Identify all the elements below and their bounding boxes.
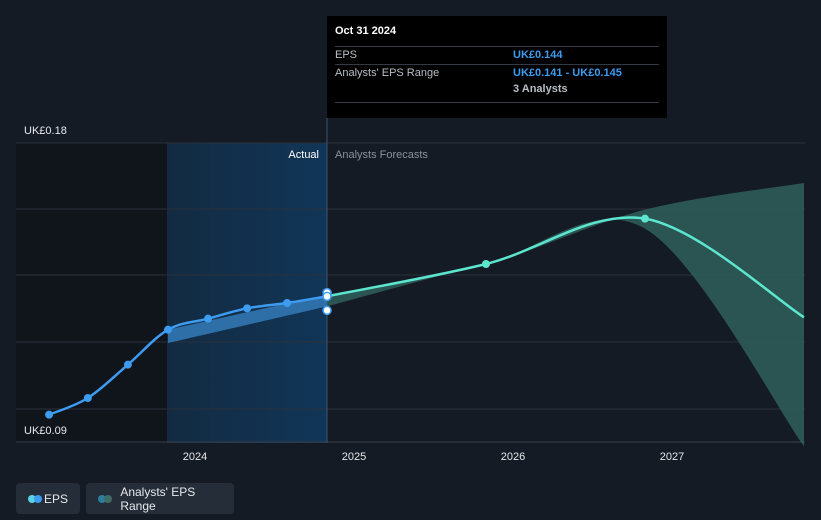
eps-forecast-point[interactable] [640,214,649,223]
tooltip: Oct 31 2024 EPS UK£0.144 Analysts' EPS R… [327,16,667,118]
eps-forecast-line [326,216,805,319]
tooltip-label-range: Analysts' EPS Range [335,67,440,79]
x-tick-labels: 2024 2025 2026 2027 [183,451,684,463]
range-legend-icon [98,494,112,503]
tooltip-value-range: UK£0.141 - UK£0.145 [513,67,622,79]
tooltip-divider [335,102,659,103]
tooltip-label-eps: EPS [335,49,358,61]
tooltip-row-analysts: 3 Analysts [335,82,659,102]
tooltip-analysts-count: 3 Analysts [513,83,568,95]
eps-actual-point[interactable] [204,314,213,323]
eps-legend-icon [28,494,42,503]
x-tick-label: 2025 [342,451,366,463]
hover-point[interactable] [322,291,332,302]
y-tick-label-bottom: UK£0.09 [24,425,67,437]
eps-actual-point[interactable] [83,394,92,402]
eps-actual-point[interactable] [45,410,54,419]
legend-item-eps-range[interactable]: Analysts' EPS Range [86,483,234,514]
section-label-actual: Actual [288,149,319,161]
series-layer [45,214,805,419]
past-shade [16,143,167,443]
eps-actual-point[interactable] [123,360,132,369]
eps-actual-point[interactable] [243,304,252,313]
tooltip-date: Oct 31 2024 [335,25,397,37]
legend-item-eps[interactable]: EPS [16,483,80,514]
eps-actual-point[interactable] [163,325,172,334]
actual-shade [167,143,327,443]
tooltip-value-eps: UK£0.144 [513,49,563,61]
eps-forecast-point[interactable] [481,260,490,268]
legend-label-eps-range: Analysts' EPS Range [120,484,196,513]
tooltip-row-eps: EPS UK£0.144 [335,46,659,64]
eps-range-band-forecast [327,183,804,447]
x-tick-label: 2027 [660,451,684,463]
y-tick-label-top: UK£0.18 [24,125,67,137]
x-tick-label: 2026 [501,451,525,463]
x-tick-label: 2024 [183,451,207,463]
tooltip-row-range: Analysts' EPS Range UK£0.141 - UK£0.145 [335,64,659,82]
eps-actual-point[interactable] [283,299,292,307]
legend-label-eps: EPS [43,491,68,506]
hover-point[interactable] [322,305,332,316]
section-label-forecast: Analysts Forecasts [335,149,428,161]
